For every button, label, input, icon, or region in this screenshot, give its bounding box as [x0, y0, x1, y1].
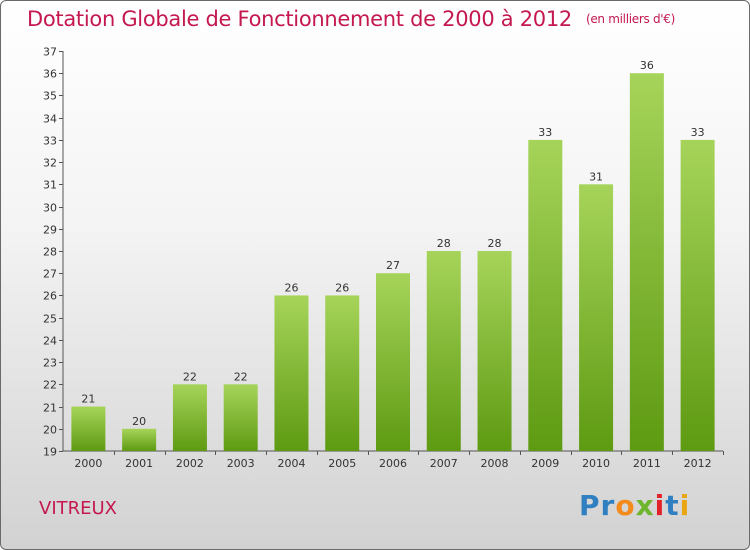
y-tick-label: 31 — [43, 179, 57, 192]
proxiti-logo: Proxiti — [579, 489, 690, 522]
y-tick-label: 28 — [43, 246, 57, 259]
y-tick-label: 25 — [43, 313, 57, 326]
data-label: 22 — [234, 370, 248, 383]
x-tick-label: 2010 — [582, 457, 610, 470]
bar — [223, 384, 258, 451]
y-tick-label: 20 — [43, 424, 57, 437]
bar — [274, 295, 309, 451]
y-tick-label: 22 — [43, 379, 57, 392]
y-tick-label: 27 — [43, 268, 57, 281]
data-label: 27 — [386, 259, 400, 272]
y-tick-label: 26 — [43, 290, 57, 303]
y-tick-label: 36 — [43, 68, 57, 81]
commune-name: VITREUX — [39, 498, 118, 519]
bar — [528, 139, 563, 451]
x-tick-label: 2001 — [125, 457, 153, 470]
bar — [629, 73, 664, 451]
y-tick-label: 33 — [43, 135, 57, 148]
logo-letter: r — [600, 489, 616, 522]
y-tick-label: 37 — [43, 46, 57, 59]
data-label: 33 — [691, 126, 705, 139]
logo-letter: x — [635, 489, 655, 522]
data-label: 28 — [437, 237, 451, 250]
x-tick-label: 2009 — [531, 457, 559, 470]
data-label: 26 — [284, 281, 298, 294]
x-tick-label: 2007 — [430, 457, 458, 470]
logo-letter: i — [679, 489, 691, 522]
x-tick-label: 2003 — [227, 457, 255, 470]
logo-letter: P — [579, 489, 601, 522]
data-label: 21 — [81, 393, 95, 406]
y-tick-label: 30 — [43, 202, 57, 215]
bar — [477, 251, 512, 451]
y-tick-label: 24 — [43, 335, 57, 348]
bar — [172, 384, 207, 451]
x-tick-label: 2005 — [328, 457, 356, 470]
axes: 19 20 21 22 23 24 25 26 27 28 29 30 31 32 33 34 35 36 37 20… — [43, 46, 724, 470]
bar — [122, 428, 157, 451]
bar — [376, 273, 410, 451]
data-labels: 21 20 22 22 26 26 27 28 28 33 31 36 33 — [81, 59, 704, 428]
chart-title: Dotation Globale de Fonctionnement de 20… — [27, 7, 675, 31]
data-label: 26 — [335, 281, 349, 294]
data-label: 20 — [132, 415, 146, 428]
x-tick-label: 2012 — [684, 457, 712, 470]
data-label: 33 — [538, 126, 552, 139]
y-tick-label: 29 — [43, 224, 57, 237]
y-tick-label: 19 — [43, 446, 57, 459]
y-tick-label: 34 — [43, 113, 57, 126]
data-label: 28 — [488, 237, 502, 250]
unit-label: (en milliers d'€) — [585, 12, 675, 26]
bar — [325, 295, 360, 451]
y-tick-label: 23 — [43, 357, 57, 370]
bar — [680, 139, 715, 451]
x-tick-label: 2002 — [176, 457, 204, 470]
chart-title-text: Dotation Globale de Fonctionnement de 20… — [27, 7, 572, 31]
x-tick-label: 2008 — [481, 457, 509, 470]
x-tick-label: 2000 — [74, 457, 102, 470]
logo-letter: t — [665, 489, 680, 522]
bars — [71, 73, 715, 452]
y-tick-label: 32 — [43, 157, 57, 170]
y-tick-label: 21 — [43, 402, 57, 415]
x-tick-label: 2004 — [277, 457, 305, 470]
x-tick-label: 2011 — [633, 457, 661, 470]
logo-letter: i — [654, 489, 666, 522]
x-tick-label: 2006 — [379, 457, 407, 470]
bar — [71, 406, 106, 451]
bar — [426, 251, 461, 451]
data-label: 22 — [183, 370, 197, 383]
logo-letter: o — [615, 489, 636, 522]
data-label: 31 — [589, 170, 603, 183]
y-tick-label: 35 — [43, 90, 57, 103]
bar — [579, 184, 614, 452]
data-label: 36 — [640, 59, 654, 72]
